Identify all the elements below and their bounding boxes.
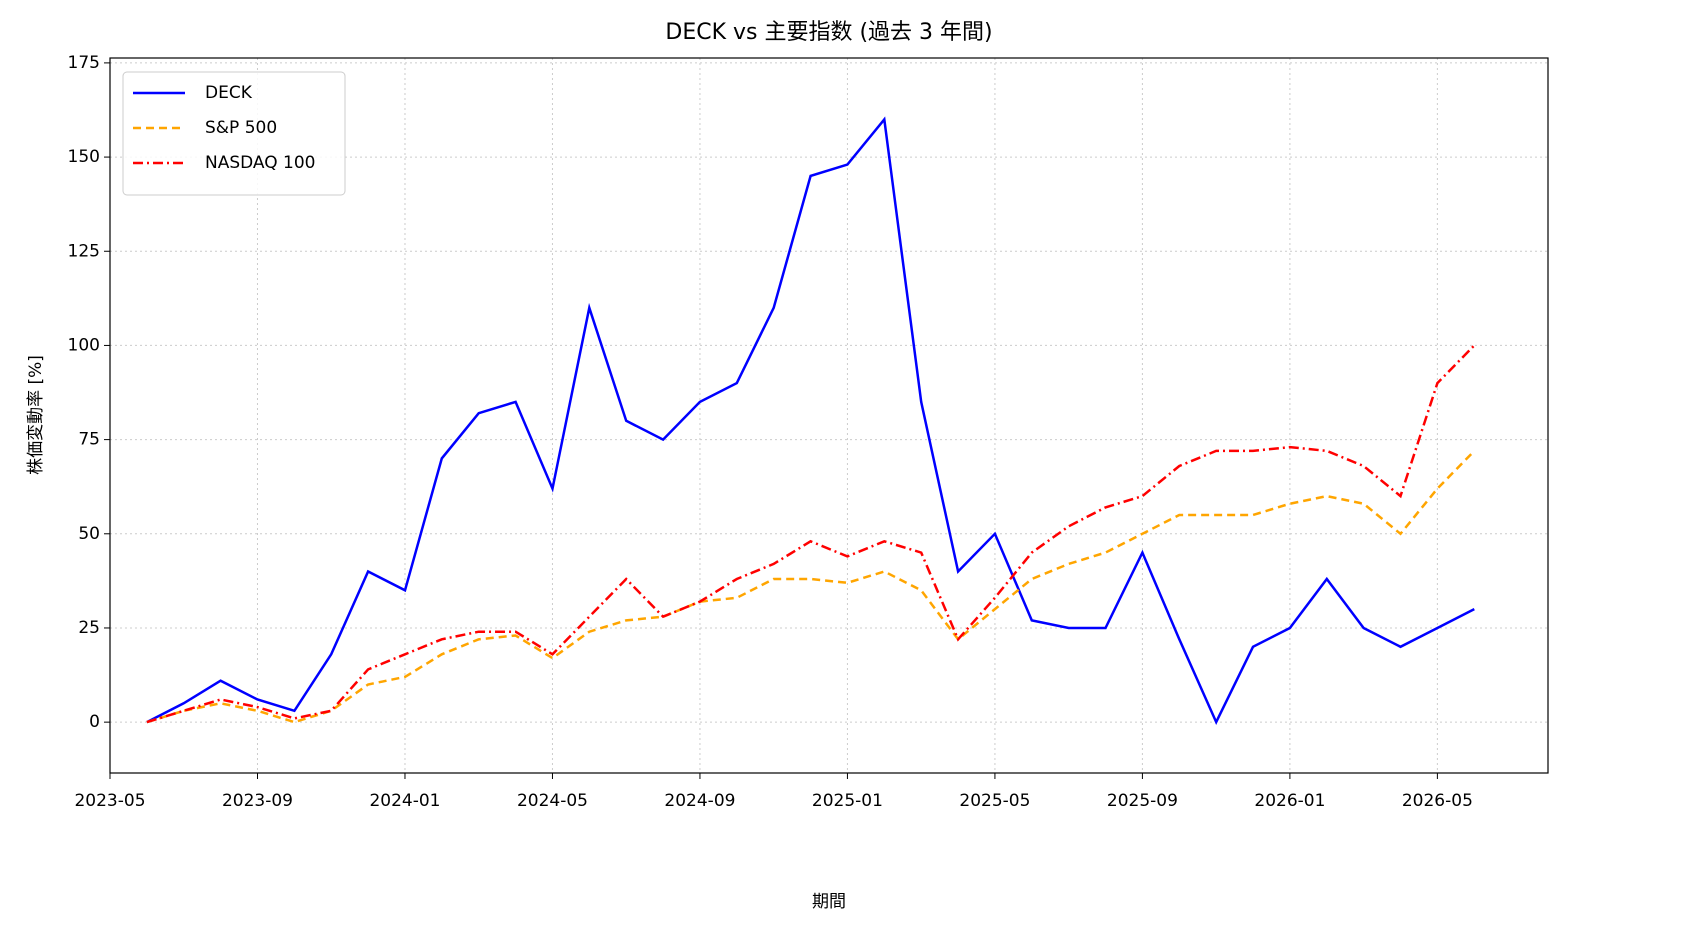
y-tick-label: 150 [68, 147, 100, 167]
x-tick-label: 2025-05 [959, 791, 1030, 811]
x-axis-label: 期間 [812, 892, 846, 912]
x-tick-label: 2025-09 [1107, 791, 1178, 811]
y-axis-label: 株価変動率 [%] [26, 355, 46, 475]
y-tick-label: 100 [68, 335, 100, 355]
y-tick-label: 175 [68, 53, 100, 73]
y-tick-label: 0 [89, 712, 100, 732]
x-tick-label: 2024-09 [664, 791, 735, 811]
x-tick-label: 2026-01 [1254, 791, 1325, 811]
legend-label: DECK [205, 83, 253, 103]
legend: DECK S&P 500 NASDAQ 100 [122, 71, 346, 196]
y-tick-label: 50 [78, 524, 100, 544]
series-line [146, 116, 1475, 726]
x-tick-label: 2023-05 [74, 791, 145, 811]
chart-title: DECK vs 主要指数 (過去 3 年間) [665, 20, 992, 45]
y-tick-label: 75 [78, 430, 100, 450]
y-tick-label: 25 [78, 618, 100, 638]
x-tick-label: 2025-01 [812, 791, 883, 811]
legend-label: NASDAQ 100 [205, 153, 316, 173]
y-tick-label: 125 [68, 241, 100, 261]
x-tick-label: 2024-05 [517, 791, 588, 811]
plot-frame [109, 57, 1549, 774]
series-line [146, 450, 1476, 724]
x-tick-label: 2024-01 [369, 791, 440, 811]
x-tick-label: 2023-09 [222, 791, 293, 811]
series-line [146, 344, 1476, 724]
legend-label: S&P 500 [205, 118, 277, 138]
x-tick-label: 2026-05 [1402, 791, 1473, 811]
